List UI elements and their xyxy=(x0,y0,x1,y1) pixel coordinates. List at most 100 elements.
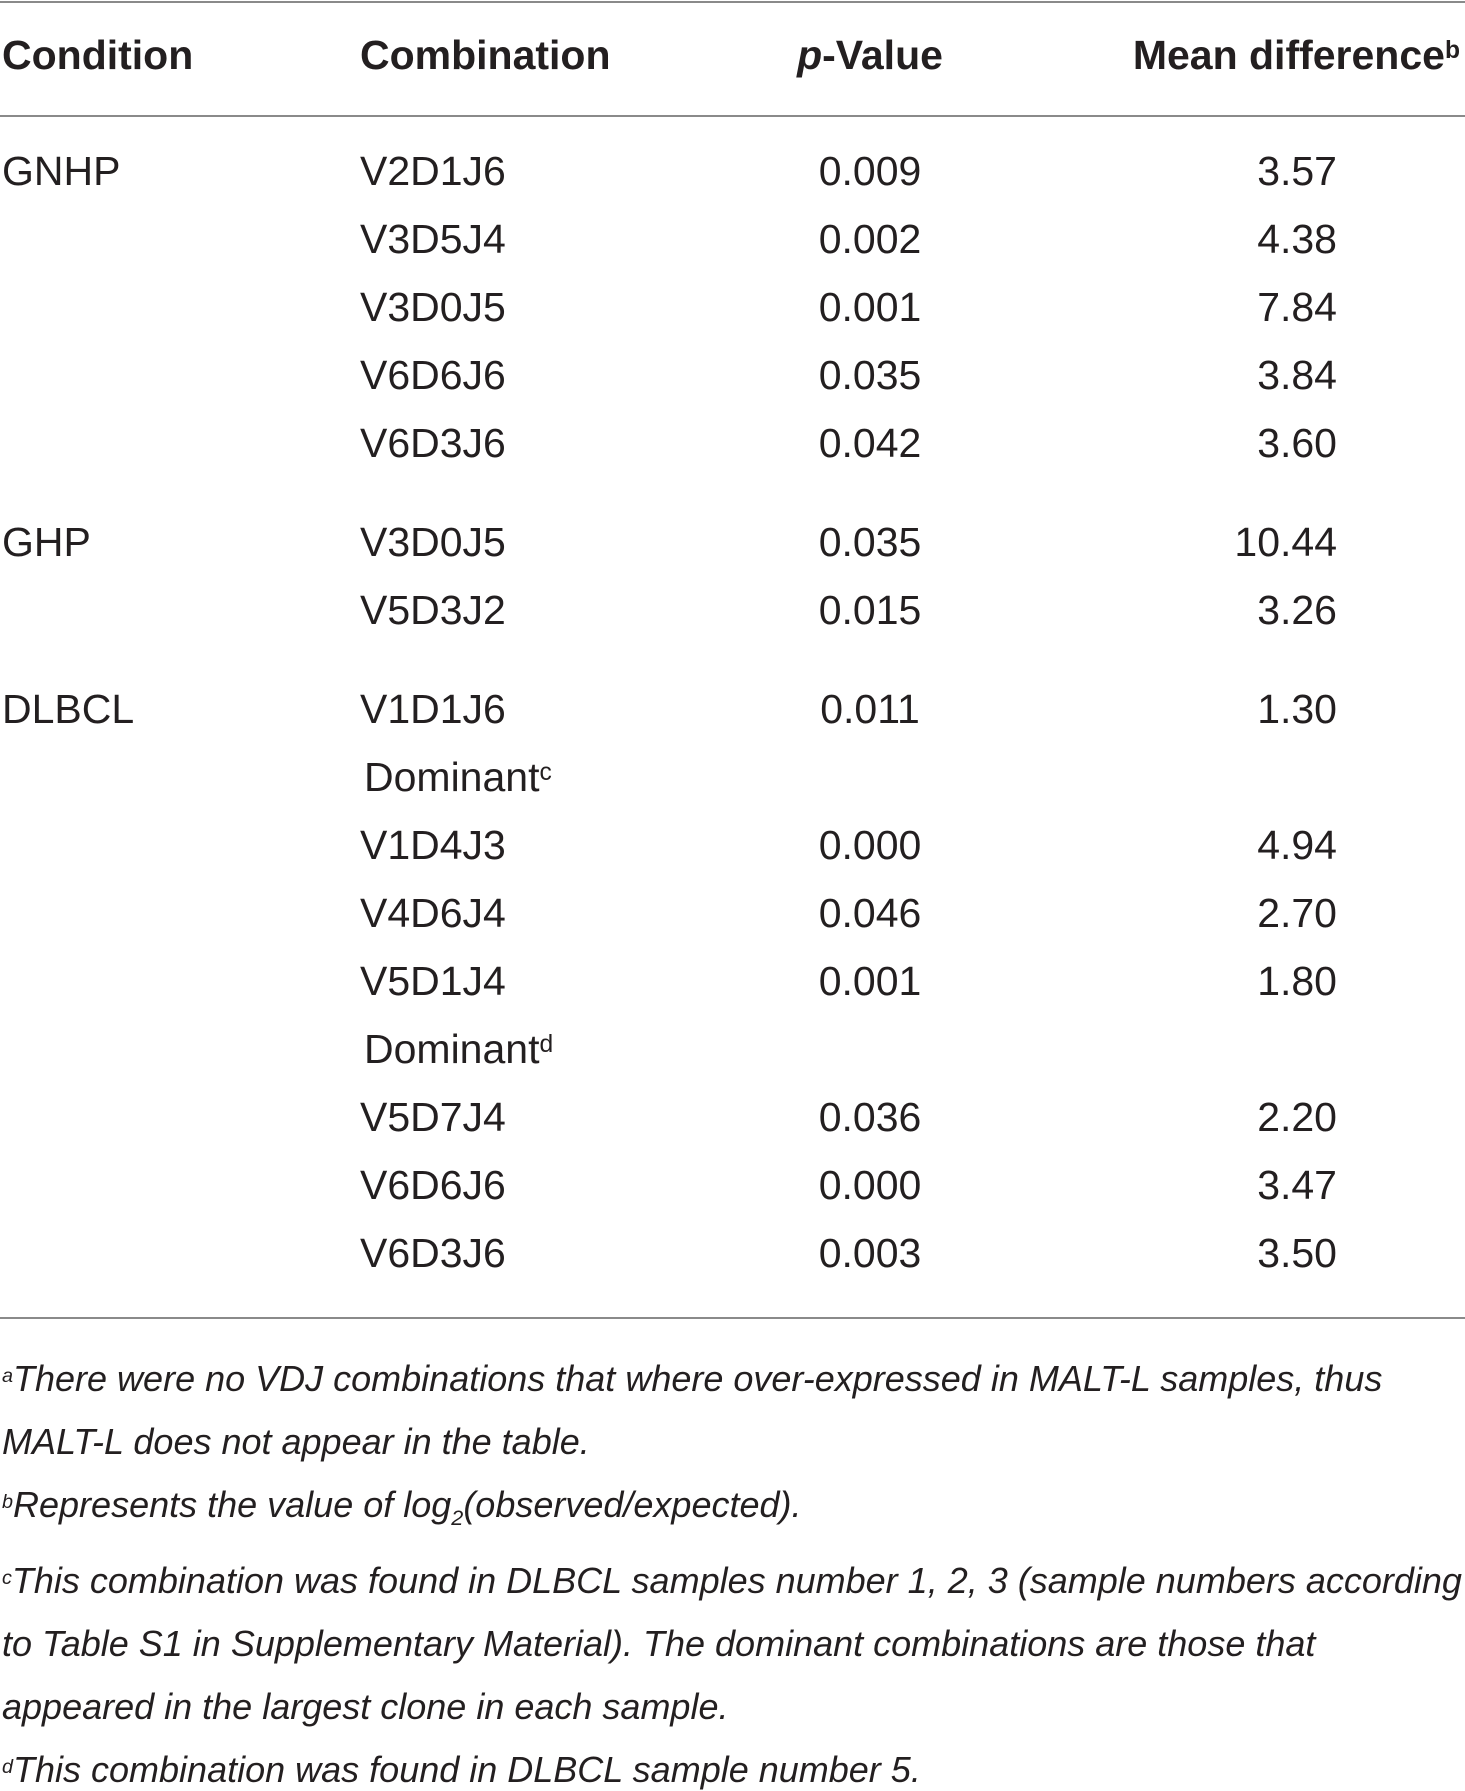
mean-difference: 2.20 xyxy=(1257,1094,1337,1140)
combination: V1D4J3 xyxy=(360,822,506,868)
combination-cell: V6D3J6 xyxy=(360,418,506,468)
combination-cell: V6D6J6 xyxy=(360,1160,506,1210)
combination: V5D1J4 xyxy=(360,958,506,1004)
note-text: Dominant xyxy=(364,1026,540,1072)
header-cell: Mean differenceb xyxy=(1133,30,1460,80)
p-value: 0.001 xyxy=(818,958,922,1004)
combination: V6D3J6 xyxy=(360,1230,506,1276)
footnote-text: There were no VDJ combinations that wher… xyxy=(2,1358,1383,1462)
p-value-cell: 0.001 xyxy=(819,956,922,1006)
note-sup: c xyxy=(539,759,552,786)
condition-cell: GNHP xyxy=(2,146,120,196)
combination: V6D6J6 xyxy=(360,352,506,398)
mean-difference: 4.94 xyxy=(1257,822,1337,868)
header-p-italic: p xyxy=(797,32,823,78)
footnote-mark: d xyxy=(2,1756,14,1779)
p-value: 0.009 xyxy=(818,148,922,194)
top-rule xyxy=(0,1,1465,3)
p-value-cell: 0.000 xyxy=(819,1160,922,1210)
header-p-rest: -Value xyxy=(822,32,943,78)
combination-cell: V1D4J3 xyxy=(360,820,506,870)
mean-cell: 3.57 xyxy=(1257,146,1337,196)
footnotes: aThere were no VDJ combinations that whe… xyxy=(2,1347,1465,1791)
condition: DLBCL xyxy=(2,686,135,732)
combination-cell: V4D6J4 xyxy=(360,888,506,938)
mean-cell: 4.94 xyxy=(1257,820,1337,870)
combination: V3D5J4 xyxy=(360,216,506,262)
footnote-text: This combination was found in DLBCL samp… xyxy=(13,1749,921,1791)
p-value-cell: 0.009 xyxy=(819,146,922,196)
p-value-cell: 0.042 xyxy=(819,418,922,468)
p-value: 0.003 xyxy=(818,1230,922,1276)
header-cell: Combination xyxy=(360,30,611,80)
mean-difference: 1.30 xyxy=(1257,686,1337,732)
p-value-cell: 0.011 xyxy=(820,684,920,734)
combination-cell: V5D1J4 xyxy=(360,956,506,1006)
footnote: aThere were no VDJ combinations that whe… xyxy=(2,1347,1465,1473)
combination-cell: V1D1J6 xyxy=(360,684,506,734)
p-value-cell: 0.003 xyxy=(819,1228,922,1278)
combination-cell: V6D6J6 xyxy=(360,350,506,400)
footnote: cThis combination was found in DLBCL sam… xyxy=(2,1549,1465,1738)
p-value-cell: 0.002 xyxy=(819,214,922,264)
combination: V6D3J6 xyxy=(360,420,506,466)
mean-cell: 7.84 xyxy=(1257,282,1337,332)
condition: GNHP xyxy=(2,148,121,194)
p-value-cell: 0.001 xyxy=(819,282,922,332)
note-sup: d xyxy=(539,1031,554,1058)
p-value: 0.015 xyxy=(818,587,922,633)
mean-difference: 3.50 xyxy=(1257,1230,1337,1276)
footnote-sub: 2 xyxy=(451,1505,464,1531)
condition-cell: GHP xyxy=(2,517,91,567)
p-value-cell: 0.015 xyxy=(819,585,922,635)
p-value: 0.000 xyxy=(818,1162,922,1208)
note-cell: Dominantc xyxy=(364,752,552,802)
footnote: dThis combination was found in DLBCL sam… xyxy=(2,1738,1465,1791)
p-value: 0.001 xyxy=(818,284,922,330)
mean-cell: 2.70 xyxy=(1257,888,1337,938)
p-value: 0.035 xyxy=(818,352,922,398)
p-value: 0.000 xyxy=(818,822,922,868)
header-condition: Condition xyxy=(2,32,194,78)
condition-cell: DLBCL xyxy=(2,684,134,734)
mean-difference: 1.80 xyxy=(1257,958,1337,1004)
mean-difference: 3.47 xyxy=(1257,1162,1337,1208)
combination: V5D3J2 xyxy=(360,587,506,633)
p-value-cell: 0.000 xyxy=(819,820,922,870)
mean-difference: 3.60 xyxy=(1257,420,1337,466)
combination: V6D6J6 xyxy=(360,1162,506,1208)
footnote-mark: b xyxy=(2,1491,14,1513)
combination-cell: V3D0J5 xyxy=(360,517,506,567)
mean-difference: 3.57 xyxy=(1257,148,1337,194)
mean-difference: 7.84 xyxy=(1257,284,1337,330)
footnote: bRepresents the value of log2(observed/e… xyxy=(2,1473,1465,1549)
mean-cell: 10.44 xyxy=(1234,517,1337,567)
combination-cell: V2D1J6 xyxy=(360,146,506,196)
mean-cell: 1.30 xyxy=(1257,684,1337,734)
p-value-cell: 0.035 xyxy=(819,350,922,400)
p-value: 0.036 xyxy=(818,1094,922,1140)
combination-cell: V3D5J4 xyxy=(360,214,506,264)
combination: V1D1J6 xyxy=(360,686,506,732)
p-value-cell: 0.036 xyxy=(819,1092,922,1142)
p-value-cell: 0.035 xyxy=(819,517,922,567)
header-cell: p-Value xyxy=(797,30,943,80)
header-mean: Mean difference xyxy=(1132,32,1445,78)
mean-cell: 3.47 xyxy=(1257,1160,1337,1210)
combination: V4D6J4 xyxy=(360,890,506,936)
header-rule xyxy=(0,115,1465,117)
mean-cell: 3.84 xyxy=(1257,350,1337,400)
note-text: Dominant xyxy=(364,754,540,800)
mean-difference: 3.26 xyxy=(1257,587,1337,633)
header-combination: Combination xyxy=(360,32,611,78)
footnote-mark: a xyxy=(2,1365,14,1387)
mean-difference: 4.38 xyxy=(1257,216,1337,262)
header-cell: Condition xyxy=(2,30,193,80)
mean-cell: 3.50 xyxy=(1257,1228,1337,1278)
note-cell: Dominantd xyxy=(364,1024,553,1074)
p-value-cell: 0.046 xyxy=(819,888,922,938)
footnote-text: This combination was found in DLBCL samp… xyxy=(2,1560,1462,1728)
mean-cell: 3.26 xyxy=(1257,585,1337,635)
condition: GHP xyxy=(2,519,91,565)
